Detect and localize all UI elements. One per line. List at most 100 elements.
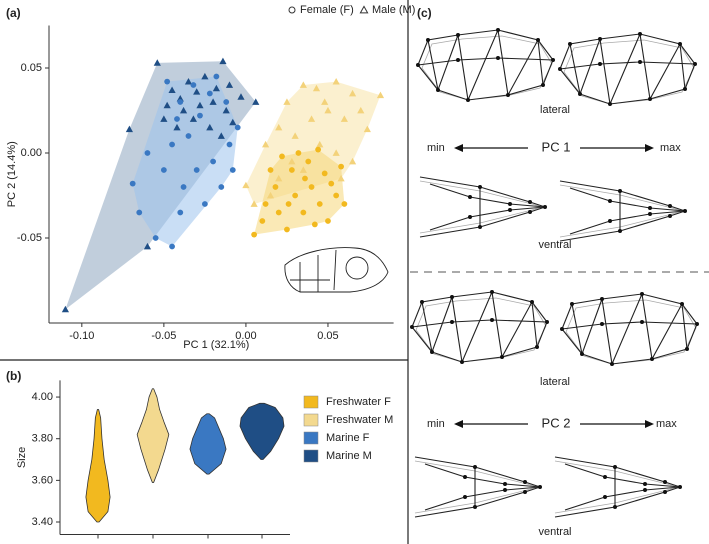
point	[284, 226, 290, 233]
point	[308, 184, 315, 190]
point	[144, 150, 151, 156]
point	[307, 115, 316, 122]
view-label: ventral	[538, 239, 571, 251]
legend-label: Freshwater M	[326, 414, 393, 426]
x-tick-label: 0.05	[317, 330, 338, 342]
panel-label: (b)	[6, 369, 21, 383]
point	[234, 124, 241, 131]
point	[197, 112, 203, 119]
legend-swatch	[303, 431, 319, 445]
point	[226, 141, 233, 148]
point	[259, 218, 266, 224]
point	[338, 163, 344, 170]
point	[291, 132, 299, 139]
point	[332, 78, 340, 85]
point	[348, 89, 357, 97]
point	[169, 141, 175, 148]
legend-swatch	[303, 449, 319, 463]
hull	[132, 76, 238, 247]
point	[201, 201, 208, 207]
point	[321, 98, 329, 105]
point	[152, 235, 159, 241]
point	[125, 125, 134, 133]
point	[164, 78, 171, 85]
view-label: ventral	[538, 526, 571, 538]
point	[340, 115, 348, 122]
point	[348, 157, 357, 165]
point	[267, 167, 274, 173]
legend-label: Marine F	[326, 432, 370, 444]
point	[311, 221, 318, 228]
violin	[136, 388, 170, 483]
point	[206, 123, 214, 131]
point	[324, 106, 332, 114]
skull-icon	[284, 247, 389, 293]
point	[316, 201, 323, 207]
point	[300, 209, 307, 216]
point	[210, 158, 216, 165]
point	[180, 184, 187, 190]
point	[250, 200, 258, 207]
point	[184, 78, 193, 85]
view-label: lateral	[540, 376, 570, 388]
point	[376, 91, 385, 99]
max-label: max	[660, 142, 681, 154]
point	[61, 305, 70, 313]
point	[153, 59, 161, 66]
panel-label: (a)	[6, 6, 21, 20]
point	[169, 243, 175, 250]
point	[206, 90, 213, 97]
y-tick-label: 3.40	[32, 516, 53, 528]
point	[179, 106, 188, 114]
axis-label: PC 2	[542, 415, 571, 430]
point	[302, 175, 308, 182]
y-axis-title: PC 2 (14.4%)	[6, 141, 18, 207]
legend-symbol	[359, 5, 369, 14]
point	[190, 82, 197, 88]
point	[332, 149, 340, 156]
point	[316, 140, 324, 148]
point	[229, 167, 236, 173]
legend-symbol	[288, 6, 296, 14]
point	[299, 166, 307, 173]
point	[295, 150, 302, 156]
point	[283, 98, 291, 105]
point	[189, 115, 198, 122]
point	[262, 140, 270, 148]
point	[299, 81, 307, 88]
y-tick-label: 3.80	[32, 433, 53, 445]
point	[252, 98, 260, 105]
point	[222, 106, 230, 114]
point	[173, 123, 181, 131]
violin	[189, 413, 227, 475]
point	[177, 99, 184, 105]
point	[196, 101, 204, 109]
point	[251, 231, 258, 238]
point	[262, 201, 269, 207]
point	[237, 93, 245, 100]
legend-label: Male (M)	[372, 4, 415, 16]
x-tick-label: 0.00	[235, 330, 256, 342]
panel-label: (c)	[417, 6, 432, 20]
point	[292, 192, 299, 199]
max-label: max	[656, 418, 677, 430]
point	[174, 116, 180, 122]
point	[218, 184, 225, 190]
point	[288, 157, 296, 165]
point	[193, 88, 201, 95]
point	[193, 167, 200, 173]
point	[357, 106, 365, 114]
point	[272, 184, 279, 190]
point	[160, 167, 167, 173]
point	[285, 201, 292, 207]
point	[185, 133, 192, 139]
point	[275, 174, 283, 182]
point	[163, 101, 171, 109]
x-tick-label: -0.10	[69, 330, 94, 342]
y-axis-title: Size	[16, 447, 28, 468]
legend-swatch	[303, 413, 319, 427]
point	[275, 123, 283, 131]
point	[266, 191, 275, 199]
point	[315, 146, 322, 153]
point	[242, 181, 250, 189]
